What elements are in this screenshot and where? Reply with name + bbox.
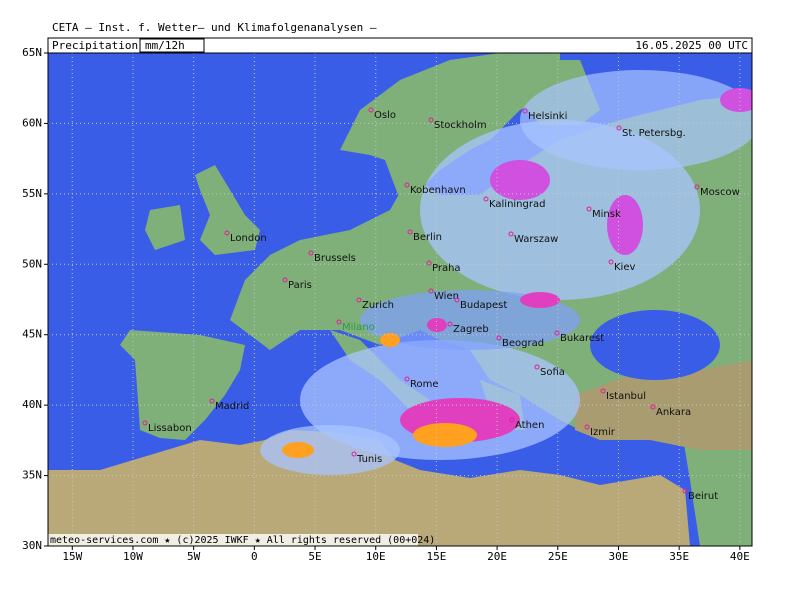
lat-tick-label: 35N xyxy=(22,469,42,482)
map-frame xyxy=(47,52,753,547)
lat-tick-label: 60N xyxy=(22,116,42,129)
lon-tick-label: 15W xyxy=(62,550,82,563)
city-label: London xyxy=(230,233,267,244)
lon-tick-label: 10E xyxy=(366,550,386,563)
city-label: Tunis xyxy=(356,454,382,465)
city-marker xyxy=(608,259,614,265)
graticule xyxy=(48,53,752,546)
lat-tick-label: 40N xyxy=(22,398,42,411)
city-marker xyxy=(142,420,148,426)
city-marker xyxy=(426,260,432,266)
lon-tick-label: 25E xyxy=(548,550,568,563)
lon-tick-label: 0 xyxy=(251,550,258,563)
city-marker xyxy=(351,451,357,457)
city-label: Beograd xyxy=(502,338,544,349)
city-marker xyxy=(404,376,410,382)
city-label: Budapest xyxy=(460,300,507,311)
city-label: Helsinki xyxy=(528,111,567,122)
city-label: Izmir xyxy=(590,427,616,438)
city-label: Madrid xyxy=(215,401,249,412)
lon-tick-label: 40E xyxy=(730,550,750,563)
city-label: Kaliningrad xyxy=(489,199,545,210)
city-marker xyxy=(694,184,700,190)
city-label: Istanbul xyxy=(606,391,646,402)
footer-box xyxy=(48,534,418,546)
city-marker xyxy=(209,398,215,404)
city-marker xyxy=(509,417,515,423)
city-marker xyxy=(308,250,314,256)
city-marker xyxy=(224,230,230,236)
city-marker xyxy=(336,319,342,325)
city-marker xyxy=(554,330,560,336)
city-label: Ankara xyxy=(656,407,691,418)
city-label: Athen xyxy=(515,420,544,431)
city-label: Berlin xyxy=(413,232,442,243)
city-marker xyxy=(483,196,489,202)
parameter: Precipitation xyxy=(52,39,138,52)
city-label: Praha xyxy=(432,263,461,274)
lat-tick-label: 50N xyxy=(22,257,42,270)
lon-tick-label: 5W xyxy=(187,550,201,563)
city-marker xyxy=(496,335,502,341)
city-marker xyxy=(586,206,592,212)
unit: mm/12h xyxy=(145,39,185,52)
cities: Oslo Stockholm Helsinki St. Petersbg. Ko… xyxy=(142,107,740,502)
city-marker xyxy=(368,107,374,113)
city-marker xyxy=(282,277,288,283)
city-marker xyxy=(404,182,410,188)
city-label: Beirut xyxy=(688,491,718,502)
city-label: Kobenhavn xyxy=(410,185,466,196)
city-label: Zurich xyxy=(362,300,394,311)
lon-tick-label: 5E xyxy=(308,550,321,563)
city-marker xyxy=(454,297,460,303)
city-label: Stockholm xyxy=(434,120,487,131)
lon-tick-label: 10W xyxy=(123,550,143,563)
city-marker xyxy=(356,297,362,303)
lat-tick-label: 55N xyxy=(22,187,42,200)
city-label: Warszaw xyxy=(514,234,558,245)
city-marker xyxy=(508,231,514,237)
header-title: CETA — Inst. f. Wetter— und Klimafolgena… xyxy=(52,21,377,34)
city-marker xyxy=(682,488,688,494)
city-label: Bukarest xyxy=(560,333,604,344)
city-label: Lissabon xyxy=(148,423,192,434)
city-label: Moscow xyxy=(700,187,740,198)
city-marker xyxy=(522,108,528,114)
city-label: St. Petersbg. xyxy=(622,128,686,139)
city-marker xyxy=(534,364,540,370)
city-label: Brussels xyxy=(314,253,356,264)
lat-tick-label: 65N xyxy=(22,46,42,59)
city-label: Rome xyxy=(410,379,439,390)
city-marker xyxy=(407,229,413,235)
city-label: Zagreb xyxy=(453,324,489,335)
footer: meteo-services.com ★ (c)2025 IWKF ★ All … xyxy=(50,535,435,546)
city-marker xyxy=(584,424,590,430)
city-marker xyxy=(428,117,434,123)
city-label: Wien xyxy=(434,291,459,302)
lat-tick-label: 30N xyxy=(22,539,42,552)
city-marker xyxy=(616,125,622,131)
city-marker xyxy=(428,288,434,294)
lon-tick-label: 30E xyxy=(609,550,629,563)
valid-time: 16.05.2025 00 UTC xyxy=(635,39,748,52)
precipitation xyxy=(260,70,752,475)
city-marker xyxy=(600,388,606,394)
city-label: Milano xyxy=(342,322,375,333)
lat-tick-label: 45N xyxy=(22,328,42,341)
unit-box xyxy=(139,38,205,53)
city-label: Oslo xyxy=(374,110,396,121)
map: Oslo Stockholm Helsinki St. Petersbg. Ko… xyxy=(48,53,752,546)
city-marker xyxy=(447,321,453,327)
black-sea xyxy=(590,310,720,380)
city-label: Sofia xyxy=(540,367,565,378)
city-label: Kiev xyxy=(614,262,635,273)
city-marker xyxy=(650,404,656,410)
lon-tick-label: 20E xyxy=(487,550,507,563)
city-label: Minsk xyxy=(592,209,621,220)
city-label: Paris xyxy=(288,280,312,291)
lon-tick-label: 15E xyxy=(426,550,446,563)
lon-tick-label: 35E xyxy=(669,550,689,563)
